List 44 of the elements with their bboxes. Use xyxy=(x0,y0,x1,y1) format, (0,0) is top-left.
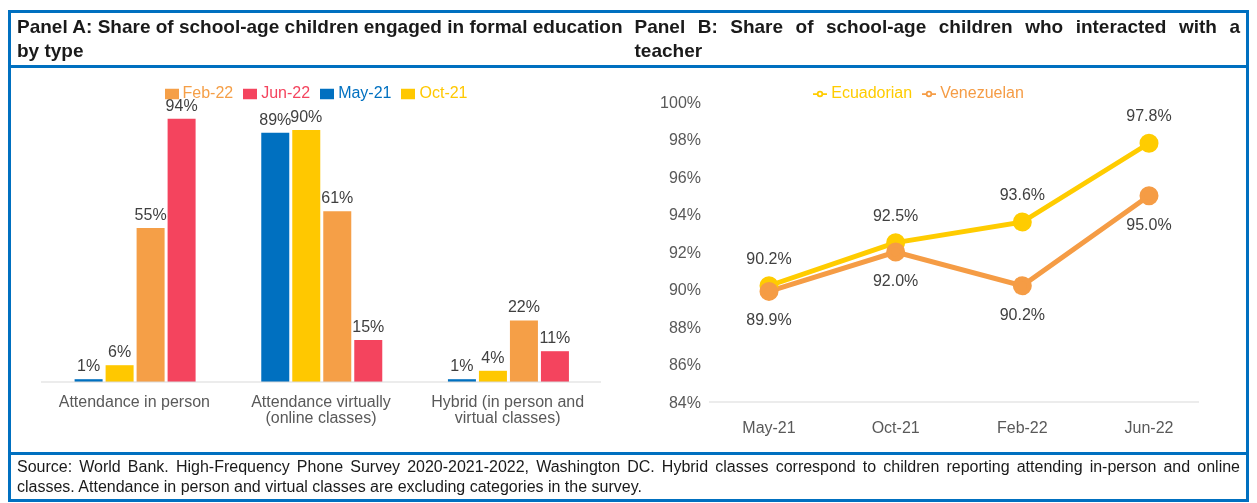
y-tick-label: 90% xyxy=(668,281,701,299)
data-label: 4% xyxy=(481,348,505,366)
data-label: 22% xyxy=(507,298,540,316)
data-label: 61% xyxy=(321,189,354,207)
y-tick-label: 86% xyxy=(668,356,701,374)
x-tick-label: Feb-22 xyxy=(996,419,1048,437)
x-tick-label: Attendance virtually (online classes) xyxy=(251,393,391,427)
y-tick-label: 98% xyxy=(668,131,701,149)
x-tick-label: Jun-22 xyxy=(1124,419,1174,437)
data-label: 89.9% xyxy=(745,311,792,329)
data-label: 90.2% xyxy=(999,305,1045,323)
data-label: 1% xyxy=(77,357,101,375)
x-tick-label: Hybrid (in person and virtual classes) xyxy=(431,393,585,427)
data-label: 90% xyxy=(290,108,323,125)
data-label: 1% xyxy=(450,357,474,375)
data-label: 93.6% xyxy=(999,186,1045,203)
legend-label: Feb-22 xyxy=(182,84,234,101)
x-tick-label: May-21 xyxy=(741,419,796,437)
y-tick-label: 88% xyxy=(668,318,701,336)
y-tick-label: 100% xyxy=(659,93,701,111)
x-tick-label: Attendance in person xyxy=(58,393,210,411)
y-tick-label: 94% xyxy=(668,206,701,224)
data-label: 15% xyxy=(352,318,385,335)
data-label: 95.0% xyxy=(1125,215,1172,233)
data-label: 55% xyxy=(134,206,167,223)
y-tick-label: 96% xyxy=(668,168,701,186)
legend-label: Jun-22 xyxy=(261,84,311,101)
chart-title: Panel A: Share of school-age children engaged in formal education by type xyxy=(16,15,624,63)
data-label: 97.8% xyxy=(1125,107,1172,125)
data-label: 89% xyxy=(259,110,292,128)
y-tick-label: 84% xyxy=(668,393,701,411)
source-note: Source: World Bank. High-Frequency Phone Survey 2020-2021-2022, Washington DC. Hybrid classes correspond to children reporting attending in-person and online classes. Attendance in person and virtual classes are excluding categories in the survey. xyxy=(17,457,1240,497)
x-tick-label: Oct-21 xyxy=(871,419,920,437)
data-label: 92.5% xyxy=(872,206,918,224)
chart-title: Panel B: Share of school-age children who interacted with a teacher xyxy=(633,15,1241,63)
data-label: 11% xyxy=(539,329,571,347)
legend-label: Ecuadorian xyxy=(831,84,913,101)
y-tick-label: 92% xyxy=(668,243,701,261)
legend-label: May-21 xyxy=(338,84,392,101)
legend-label: Venezuelan xyxy=(940,84,1024,101)
legend-label: Oct-21 xyxy=(419,84,468,101)
data-label: 6% xyxy=(108,343,132,361)
data-label: 90.2% xyxy=(745,249,792,267)
data-label: 92.0% xyxy=(872,272,918,289)
